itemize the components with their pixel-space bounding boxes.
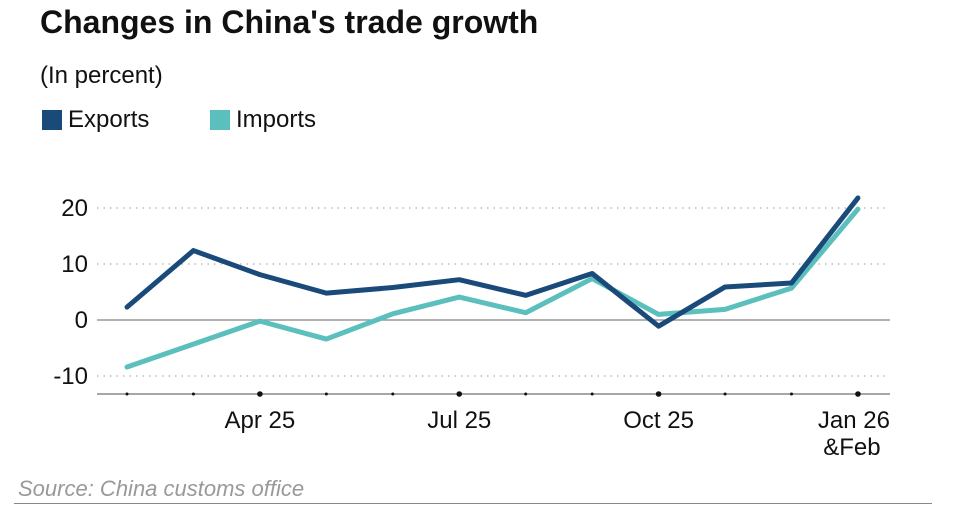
x-tick bbox=[191, 392, 195, 396]
legend-imports: Imports bbox=[210, 106, 316, 134]
x-tick bbox=[790, 392, 793, 396]
legend-swatch-imports bbox=[210, 110, 230, 130]
x-tick bbox=[324, 392, 328, 396]
x-tick bbox=[655, 391, 662, 397]
y-tick-label: 20 bbox=[61, 195, 88, 222]
source-note: Source: China customs office bbox=[18, 476, 305, 501]
x-tick-label: Jan 26 bbox=[818, 407, 890, 434]
chart-subtitle: (In percent) bbox=[40, 62, 163, 89]
legend-swatch-exports bbox=[42, 110, 62, 130]
series-line-imports bbox=[124, 206, 861, 370]
series-line-exports bbox=[124, 195, 861, 329]
x-tick bbox=[524, 392, 528, 396]
x-tick bbox=[257, 391, 263, 397]
x-tick bbox=[125, 392, 129, 396]
x-tick bbox=[456, 391, 463, 397]
chart-title: Changes in China's trade growth bbox=[40, 4, 539, 40]
legend-exports: Exports bbox=[42, 106, 149, 134]
source-divider bbox=[14, 503, 932, 504]
x-tick-label: &Feb bbox=[823, 434, 880, 461]
x-tick bbox=[855, 391, 861, 397]
x-tick bbox=[723, 392, 727, 396]
x-tick-label: Apr 25 bbox=[225, 407, 296, 434]
x-tick bbox=[590, 392, 594, 396]
legend-label: Imports bbox=[236, 106, 317, 133]
y-tick-label: -10 bbox=[53, 363, 88, 390]
x-tick bbox=[391, 392, 395, 396]
y-tick-label: 0 bbox=[75, 307, 88, 334]
y-tick-label: 10 bbox=[61, 251, 88, 278]
x-tick-label: Jul 25 bbox=[427, 407, 491, 434]
legend-label: Exports bbox=[68, 106, 150, 133]
x-tick-label: Oct 25 bbox=[623, 407, 694, 434]
